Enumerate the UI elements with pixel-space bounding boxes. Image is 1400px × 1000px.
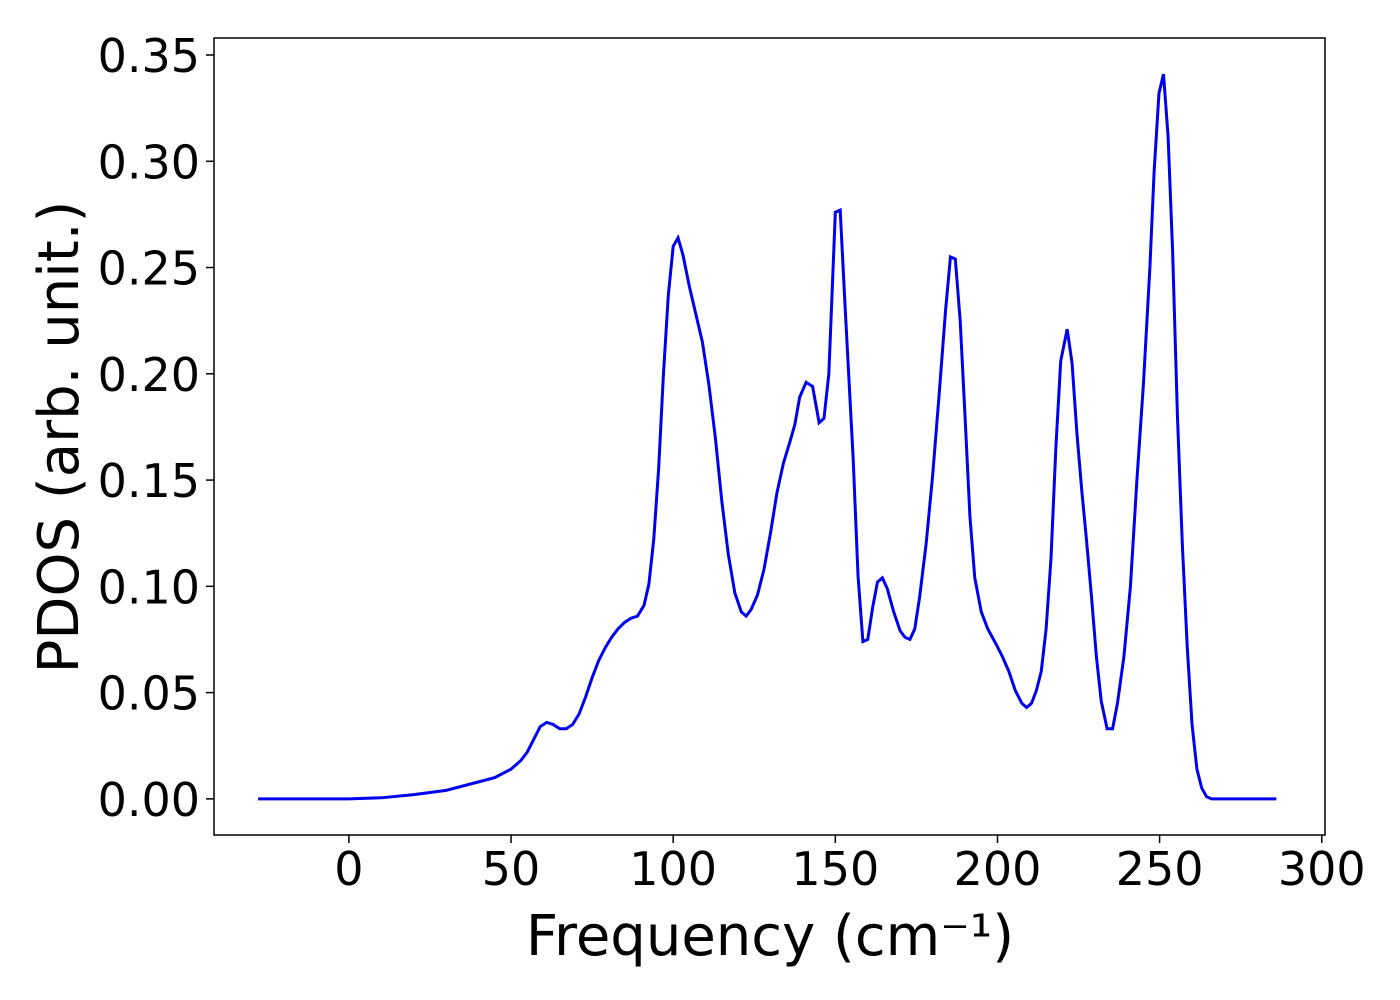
y-axis-label: PDOS (arb. unit.) (27, 201, 92, 674)
plot-frame (213, 37, 1326, 836)
y-tick-label: 0.25 (98, 242, 200, 296)
x-tick-label: 150 (791, 842, 879, 896)
y-tick-label: 0.15 (98, 454, 200, 508)
y-tick-label: 0.30 (98, 135, 200, 189)
x-tick-label: 250 (1116, 842, 1204, 896)
x-tick-label: 0 (334, 842, 363, 896)
y-tick-label: 0.35 (98, 29, 200, 83)
y-tick-label: 0.05 (98, 667, 200, 721)
x-axis-label: Frequency (cm⁻¹) (526, 904, 1014, 969)
y-tick-label: 0.10 (98, 560, 200, 614)
x-tick-label: 300 (1278, 842, 1366, 896)
x-tick-label: 50 (482, 842, 541, 896)
x-tick-label: 100 (629, 842, 717, 896)
y-tick-label: 0.00 (98, 773, 200, 827)
data-line (258, 73, 1277, 801)
x-tick-label: 200 (954, 842, 1042, 896)
y-tick-label: 0.20 (98, 348, 200, 402)
